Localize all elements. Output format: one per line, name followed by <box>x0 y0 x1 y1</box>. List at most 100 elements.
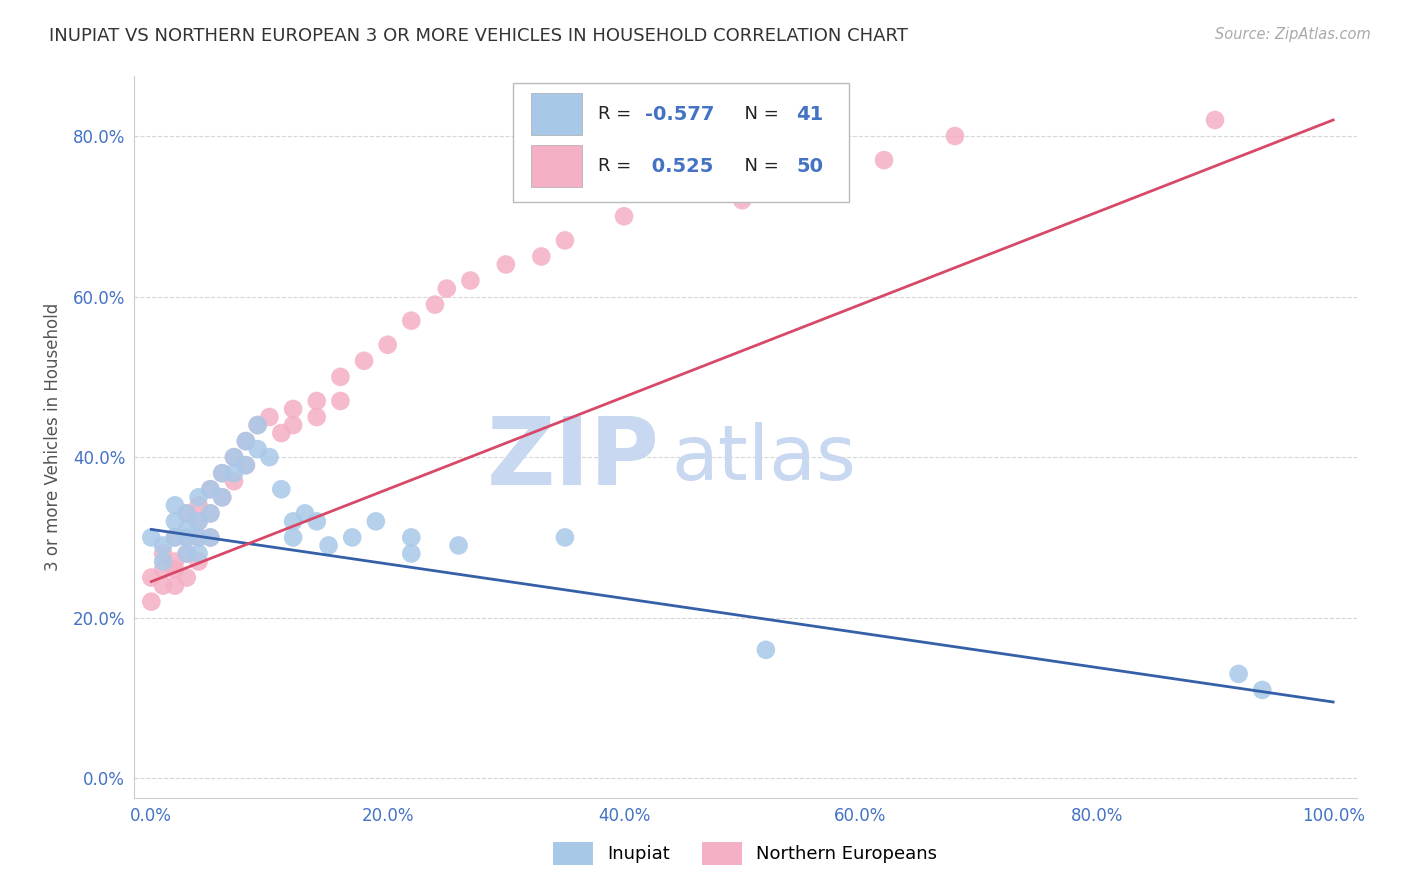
Point <box>731 193 754 207</box>
Text: N =: N = <box>733 157 785 175</box>
Point <box>176 530 198 544</box>
Point <box>246 417 269 432</box>
Point <box>200 506 222 520</box>
Y-axis label: 3 or more Vehicles in Household: 3 or more Vehicles in Household <box>44 303 62 571</box>
Text: -0.577: -0.577 <box>645 104 714 124</box>
Point <box>801 177 824 191</box>
Point <box>152 562 174 576</box>
FancyBboxPatch shape <box>531 93 582 136</box>
Point <box>176 530 198 544</box>
Point <box>235 434 257 448</box>
Point <box>281 530 304 544</box>
Point <box>222 466 245 480</box>
Point <box>200 482 222 496</box>
Point <box>152 538 174 552</box>
Point <box>152 554 174 569</box>
Point <box>163 530 186 544</box>
Point <box>873 153 896 167</box>
Text: Source: ZipAtlas.com: Source: ZipAtlas.com <box>1215 27 1371 42</box>
Point <box>305 393 328 408</box>
Point <box>755 642 778 657</box>
FancyBboxPatch shape <box>513 83 849 202</box>
Point <box>200 506 222 520</box>
Point <box>460 273 482 287</box>
Point <box>163 562 186 576</box>
Point <box>318 538 340 552</box>
Point <box>187 498 209 512</box>
Point <box>353 353 375 368</box>
Point <box>259 409 281 424</box>
Point <box>554 233 576 247</box>
Point <box>200 530 222 544</box>
Point <box>401 546 423 560</box>
Point <box>613 209 636 223</box>
Point <box>305 514 328 528</box>
Point <box>187 514 209 528</box>
Point <box>152 546 174 560</box>
Text: ZIP: ZIP <box>486 413 659 505</box>
Point <box>163 514 186 528</box>
Point <box>200 530 222 544</box>
Point <box>495 257 517 271</box>
Point <box>187 530 209 544</box>
Legend: Inupiat, Northern Europeans: Inupiat, Northern Europeans <box>546 835 945 872</box>
Point <box>554 530 576 544</box>
Text: 0.525: 0.525 <box>645 157 713 176</box>
Point <box>329 393 352 408</box>
Point <box>235 434 257 448</box>
Point <box>235 458 257 472</box>
Text: 50: 50 <box>797 157 824 176</box>
Point <box>176 506 198 520</box>
Point <box>235 458 257 472</box>
Point <box>176 506 198 520</box>
Point <box>222 450 245 464</box>
Point <box>187 490 209 504</box>
Point <box>530 249 553 263</box>
Text: R =: R = <box>599 105 637 123</box>
Point <box>163 554 186 569</box>
Point <box>141 571 163 585</box>
Point <box>943 128 966 143</box>
Point <box>270 482 292 496</box>
Point <box>270 425 292 440</box>
Point <box>447 538 470 552</box>
Point <box>1204 112 1226 127</box>
Point <box>401 313 423 327</box>
Point <box>176 571 198 585</box>
Point <box>294 506 316 520</box>
Point <box>222 450 245 464</box>
Point <box>141 530 163 544</box>
Point <box>176 522 198 536</box>
Point <box>1227 667 1250 681</box>
Point <box>329 369 352 384</box>
Point <box>163 498 186 512</box>
Text: N =: N = <box>733 105 785 123</box>
Point <box>281 401 304 416</box>
Point <box>377 337 399 351</box>
Point <box>163 578 186 592</box>
Point <box>436 281 458 295</box>
Point <box>187 530 209 544</box>
Point <box>211 466 233 480</box>
Point <box>1251 683 1274 698</box>
Text: INUPIAT VS NORTHERN EUROPEAN 3 OR MORE VEHICLES IN HOUSEHOLD CORRELATION CHART: INUPIAT VS NORTHERN EUROPEAN 3 OR MORE V… <box>49 27 908 45</box>
Point <box>222 474 245 488</box>
Point <box>176 546 198 560</box>
FancyBboxPatch shape <box>531 145 582 187</box>
Point <box>152 578 174 592</box>
Text: atlas: atlas <box>672 422 856 496</box>
Point <box>281 514 304 528</box>
Point <box>401 530 423 544</box>
Point <box>200 482 222 496</box>
Point <box>187 554 209 569</box>
Text: 41: 41 <box>797 104 824 124</box>
Point <box>305 409 328 424</box>
Point <box>342 530 364 544</box>
Point <box>211 490 233 504</box>
Point <box>246 442 269 456</box>
Point <box>211 466 233 480</box>
Point <box>163 530 186 544</box>
Point <box>423 297 446 311</box>
Text: R =: R = <box>599 157 637 175</box>
Point <box>364 514 387 528</box>
